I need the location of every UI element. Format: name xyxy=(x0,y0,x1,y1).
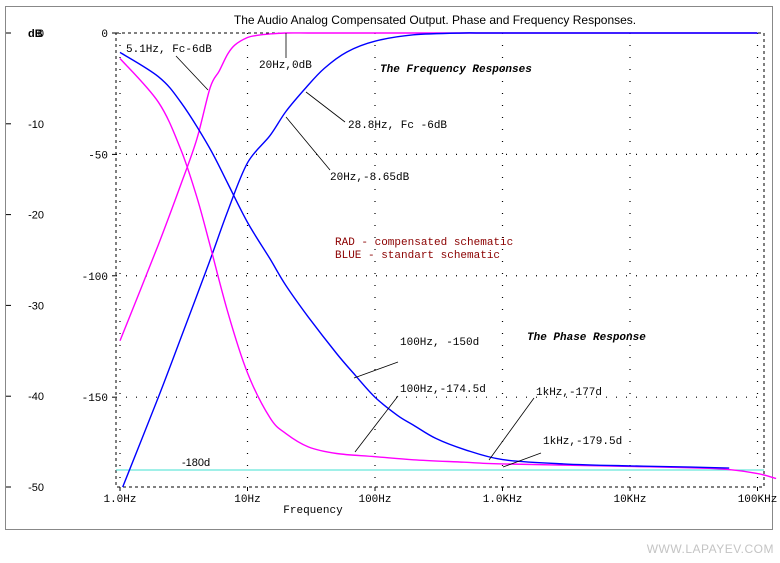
annotation-1khz-177d: 1kHz,-177d xyxy=(536,387,602,399)
x-axis-title: Frequency xyxy=(283,505,343,517)
phase-standard-line xyxy=(119,51,730,469)
x-tick-label: 10Hz xyxy=(234,494,260,506)
right-axis-tick-label: -100 xyxy=(82,272,108,284)
right-axis-tick-label: -50 xyxy=(88,150,108,162)
left-axis-tick-label: -40 xyxy=(28,391,44,403)
phase-heading: The Phase Response xyxy=(527,332,646,344)
left-axis-tick-label: -20 xyxy=(28,210,44,222)
reference-line-label: -180d xyxy=(182,457,210,469)
annotation-leader-line xyxy=(175,55,209,91)
legend-standard: BLUE - standart schematic xyxy=(335,250,500,262)
annotation-20hz-8-65db: 20Hz,-8.65dB xyxy=(330,172,410,184)
legend-compensated: RAD - compensated schematic xyxy=(335,237,513,249)
phase-compensated-line xyxy=(119,58,777,480)
annotation-100hz-174-5d: 100Hz,-174.5d xyxy=(400,384,486,396)
annotation-leaders xyxy=(175,33,542,468)
chart-title: The Audio Analog Compensated Output. Pha… xyxy=(234,13,636,27)
left-axis-tick-label: -50 xyxy=(28,482,44,494)
left-axis-tick-label: 0 xyxy=(38,28,44,40)
annotation-28-8hz: 28.8Hz, Fc -6dB xyxy=(348,120,447,132)
x-tick-label: 1.0KHz xyxy=(483,494,523,506)
x-tick-label: 100KHz xyxy=(738,494,778,506)
annotation-leader-line xyxy=(285,116,331,171)
left-axis-tick-label: -10 xyxy=(28,119,44,131)
watermark: WWW.LAPAYEV.COM xyxy=(647,542,774,556)
x-tick-label: 10KHz xyxy=(613,494,646,506)
annotation-20hz-0db: 20Hz,0dB xyxy=(259,60,312,72)
right-axis-tick-label: 0 xyxy=(101,29,108,41)
grid: -180d xyxy=(116,33,764,487)
annotation-100hz-150d: 100Hz, -150d xyxy=(400,337,479,349)
frequency-heading: The Frequency Responses xyxy=(380,64,532,76)
axis-ticks: 1.0Hz 10Hz 100Hz 1.0KHz 10KHz 100KHz0-50-100-… xyxy=(6,28,777,506)
x-tick-label: 100Hz xyxy=(358,494,391,506)
magnitude-compensated-line xyxy=(119,32,758,342)
annotation-leader-line xyxy=(353,361,399,379)
right-axis-tick-label: -150 xyxy=(82,393,108,405)
annotation-leader-line xyxy=(488,397,535,461)
left-axis-unit-label: dB xyxy=(28,28,43,40)
annotation-leader-line xyxy=(354,395,399,453)
annotation-5-1hz: 5.1Hz, Fc-6dB xyxy=(126,44,212,56)
annotation-1khz-179-5d: 1kHz,-179.5d xyxy=(543,436,622,448)
annotation-leader-line xyxy=(502,452,542,468)
left-axis-tick-label: -30 xyxy=(28,300,44,312)
annotation-leader-line xyxy=(305,91,346,123)
x-tick-label: 1.0Hz xyxy=(103,494,136,506)
magnitude-standard-line xyxy=(122,32,758,488)
chart-frame xyxy=(5,6,773,530)
series-layer xyxy=(119,32,777,488)
